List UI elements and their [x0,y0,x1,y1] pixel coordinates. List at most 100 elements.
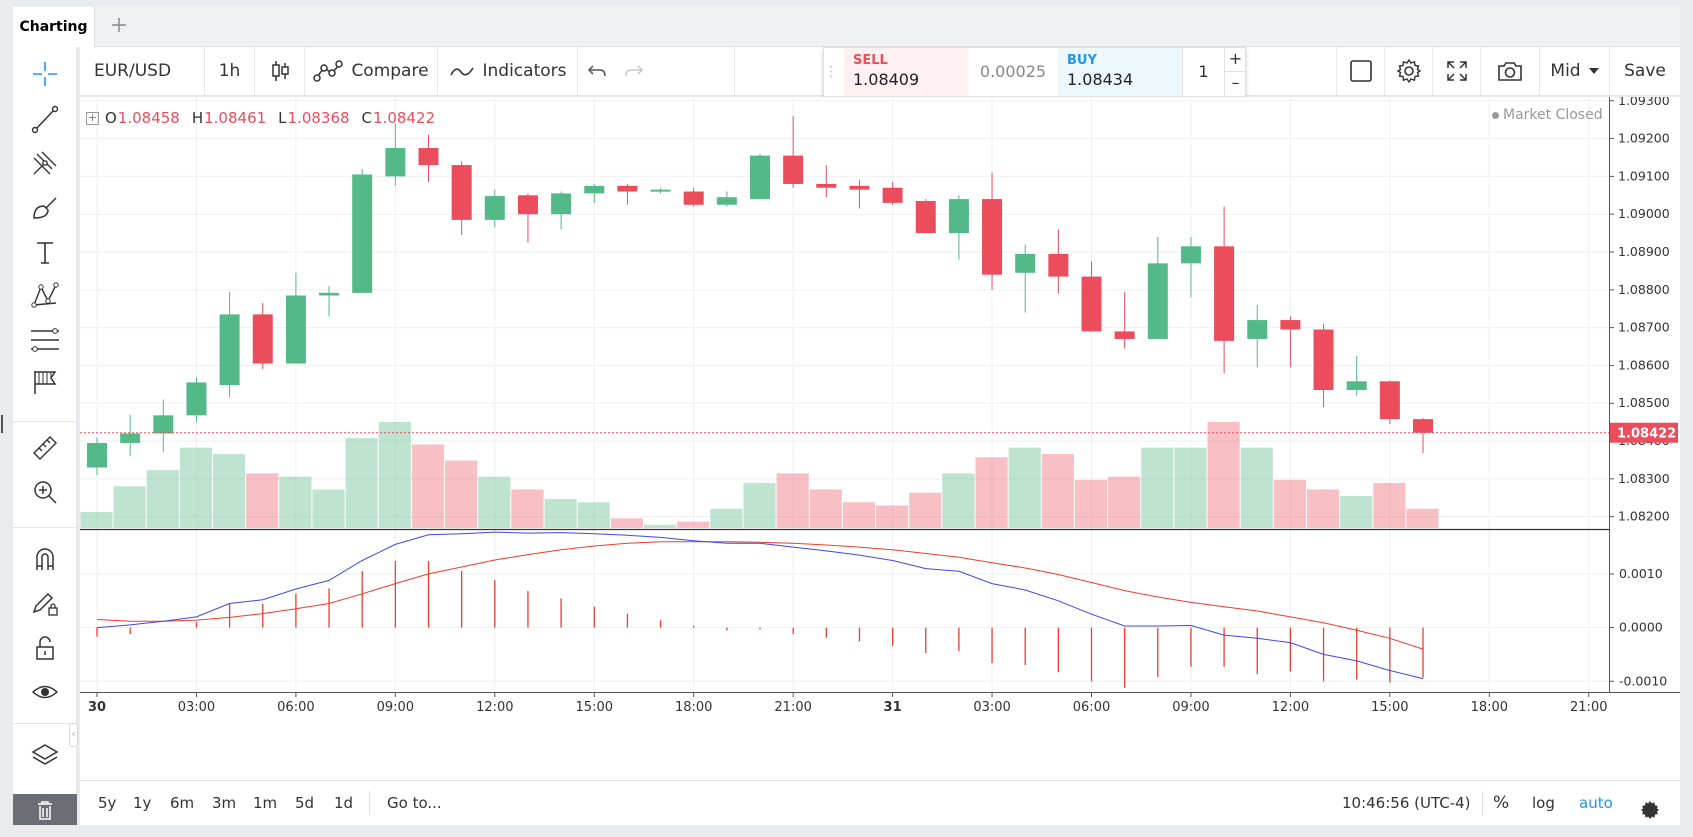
chart-settings-button[interactable] [1640,793,1660,820]
delete-drawings-button[interactable] [13,794,77,825]
volume-bar [378,422,411,528]
candle-body [882,187,903,203]
last-price-badge-label: 1.08422 [1617,427,1676,442]
volume-bar [345,438,378,528]
buy-label: BUY [1067,53,1097,68]
compare-button[interactable]: Compare [305,47,438,95]
volume-bar [1306,489,1340,528]
candle-body [1413,419,1433,433]
undo-button[interactable] [578,47,615,95]
lock-all-tool[interactable] [25,630,65,666]
volume-bar [1041,454,1074,528]
volume-bar [842,502,876,528]
settings-button[interactable] [1385,47,1433,95]
price-mode-dropdown[interactable]: Mid [1540,47,1610,95]
add-tab-button[interactable]: + [109,13,129,38]
candle-body [750,155,770,200]
magnet-icon [36,548,54,570]
clock[interactable]: 10:46:56 (UTC-4) [1342,794,1471,812]
quantity-input[interactable]: 1 [1182,48,1224,96]
candle-body [319,292,340,296]
range-1d[interactable]: 1d [334,794,354,812]
drag-handle-icon[interactable]: ⋮⋮ [824,64,852,80]
log-toggle[interactable]: log [1532,794,1555,812]
brush-tool[interactable] [25,189,65,225]
measure-tool[interactable] [25,430,65,466]
candle-body [1048,253,1069,277]
candle-body [716,197,737,205]
time-tick-label: 15:00 [576,700,613,715]
macd-tick-label: -0.0010 [1619,673,1667,688]
resize-handle[interactable] [1,415,3,433]
text-tool[interactable] [25,234,65,270]
eye-icon [31,685,59,699]
interval-button[interactable]: 1h [205,47,255,95]
range-5y[interactable]: 5y [98,794,117,812]
candle-body [219,314,240,386]
candle-body [1081,276,1102,332]
volume-bar [710,508,743,528]
fib-tool[interactable] [25,322,65,358]
open-value: 1.08458 [117,109,180,127]
candle-body [385,148,406,177]
quantity-decrease-button[interactable]: – [1224,72,1246,96]
zoom-tool[interactable] [25,474,65,510]
candle-body [1379,381,1400,420]
candle-body [352,174,373,293]
volume-bar [942,473,975,528]
redo-button[interactable] [615,47,735,95]
tab-charting[interactable]: Charting [13,7,95,47]
candle-body [1147,263,1168,339]
hide-drawings-tool[interactable] [25,674,65,710]
symbol-label: EUR/USD [94,61,172,81]
range-1m[interactable]: 1m [253,794,278,812]
candle-body [1313,329,1334,391]
volume-bar [113,486,146,528]
goto-button[interactable]: Go to... [387,794,442,812]
pattern-tool[interactable] [25,278,65,314]
volume-bar [1373,483,1406,528]
collapse-toolbar-button[interactable]: ‹ [69,723,78,747]
brush-icon [33,197,57,219]
chart-canvas[interactable]: 1.09300 1.09200 1.09100 1.09000 1.08900 1.088… [80,93,1680,780]
fullscreen-chart-button[interactable] [1336,47,1385,95]
volume-bar [1008,447,1041,528]
indicators-button[interactable]: Indicators [438,47,578,95]
legend-toggle-icon[interactable]: + [86,110,99,125]
expand-button[interactable] [1433,47,1481,95]
candle-body [252,314,273,364]
price-tick-label: 1.09000 [1618,206,1670,221]
flag-tool[interactable] [25,364,65,400]
trend-line-tool[interactable] [25,101,65,137]
candle-body [186,382,207,416]
auto-toggle[interactable]: auto [1579,794,1613,812]
chart-area[interactable]: 1.09300 1.09200 1.09100 1.09000 1.08900 1.088… [80,93,1680,780]
volume-bar [478,476,511,528]
candle-body [948,199,969,234]
price-tick-label: 1.08200 [1618,509,1670,524]
magnet-tool[interactable] [25,541,65,577]
ohlc-legend: + O 1.08458 H 1.08461 L 1.08368 C 1.08422 [86,109,435,127]
pitchfork-tool[interactable] [25,145,65,181]
sell-price: 1.08409 [853,70,920,89]
candle-body [484,196,505,220]
volume-bar [975,457,1008,528]
quantity-increase-button[interactable]: + [1224,48,1246,72]
range-6m[interactable]: 6m [170,794,195,812]
symbol-search[interactable]: EUR/USD [80,47,205,95]
lock-drawing-tool[interactable] [25,585,65,621]
percent-toggle[interactable]: % [1493,793,1510,813]
buy-button[interactable]: BUY 1.08434 [1058,48,1182,96]
candle-body [551,193,572,215]
save-button[interactable]: Save [1610,47,1680,95]
crosshair-tool[interactable] [25,56,65,92]
candle-body [418,148,439,166]
range-1y[interactable]: 1y [133,794,152,812]
snapshot-button[interactable] [1481,47,1540,95]
object-tree-button[interactable] [25,737,65,773]
chart-type-button[interactable] [255,47,305,95]
range-5d[interactable]: 5d [295,794,315,812]
sell-button[interactable]: SELL 1.08409 [844,48,968,96]
volume-bar [1074,479,1108,528]
range-3m[interactable]: 3m [212,794,237,812]
